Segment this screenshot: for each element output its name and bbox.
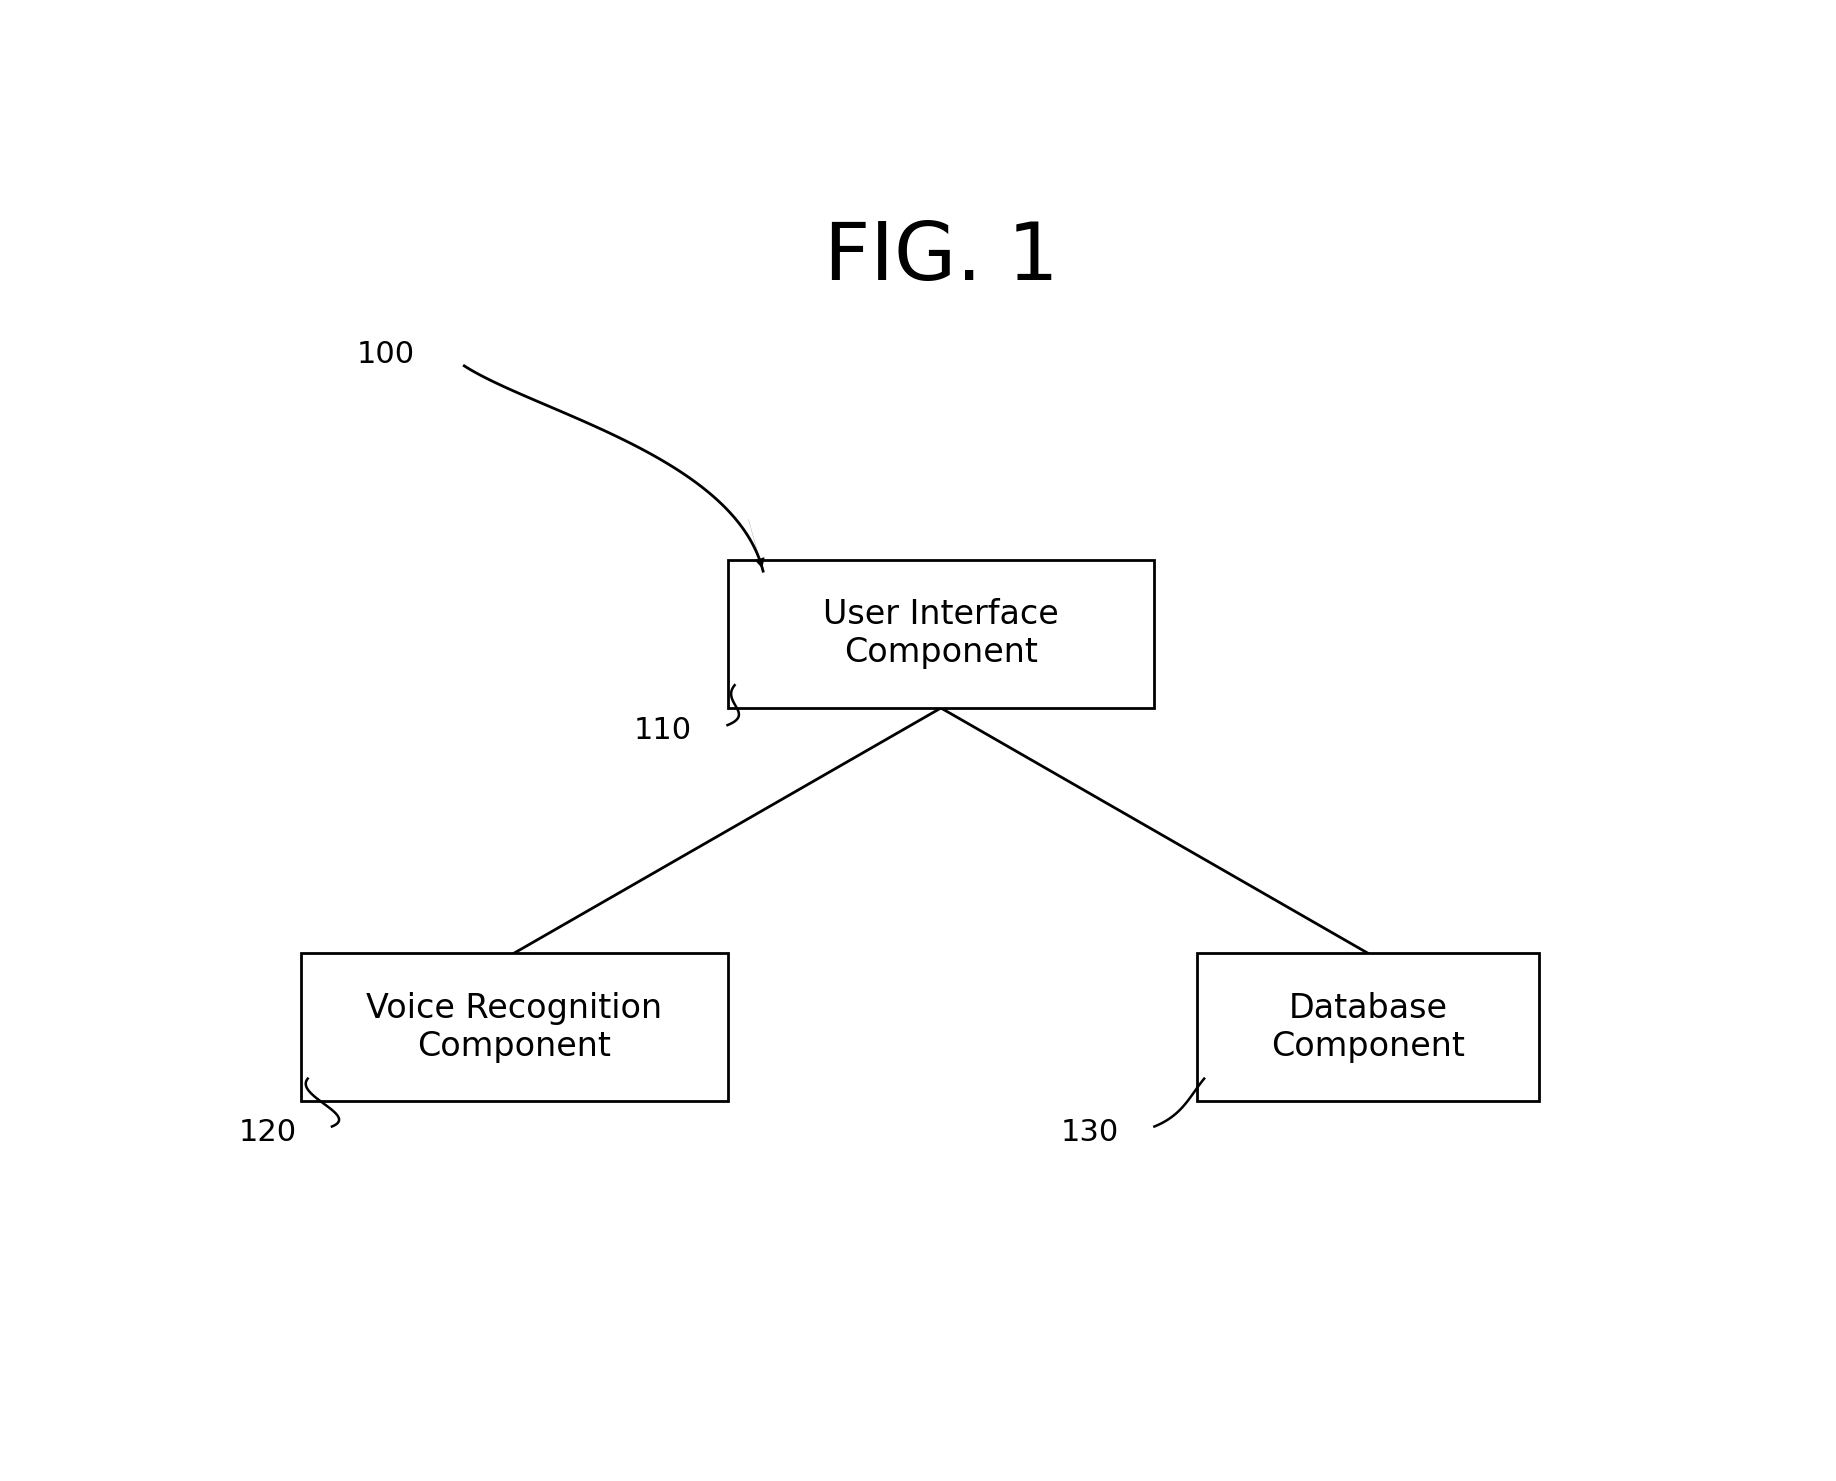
Text: 110: 110: [633, 717, 692, 745]
Text: Database
Component: Database Component: [1271, 992, 1465, 1063]
Text: Voice Recognition
Component: Voice Recognition Component: [365, 992, 663, 1063]
Text: 130: 130: [1061, 1118, 1118, 1146]
Bar: [301, 954, 727, 1102]
Text: 100: 100: [356, 341, 415, 369]
Bar: [1197, 954, 1539, 1102]
Bar: [727, 560, 1155, 708]
Text: User Interface
Component: User Interface Component: [823, 598, 1059, 669]
Text: FIG. 1: FIG. 1: [824, 219, 1058, 296]
Text: 120: 120: [239, 1118, 296, 1146]
